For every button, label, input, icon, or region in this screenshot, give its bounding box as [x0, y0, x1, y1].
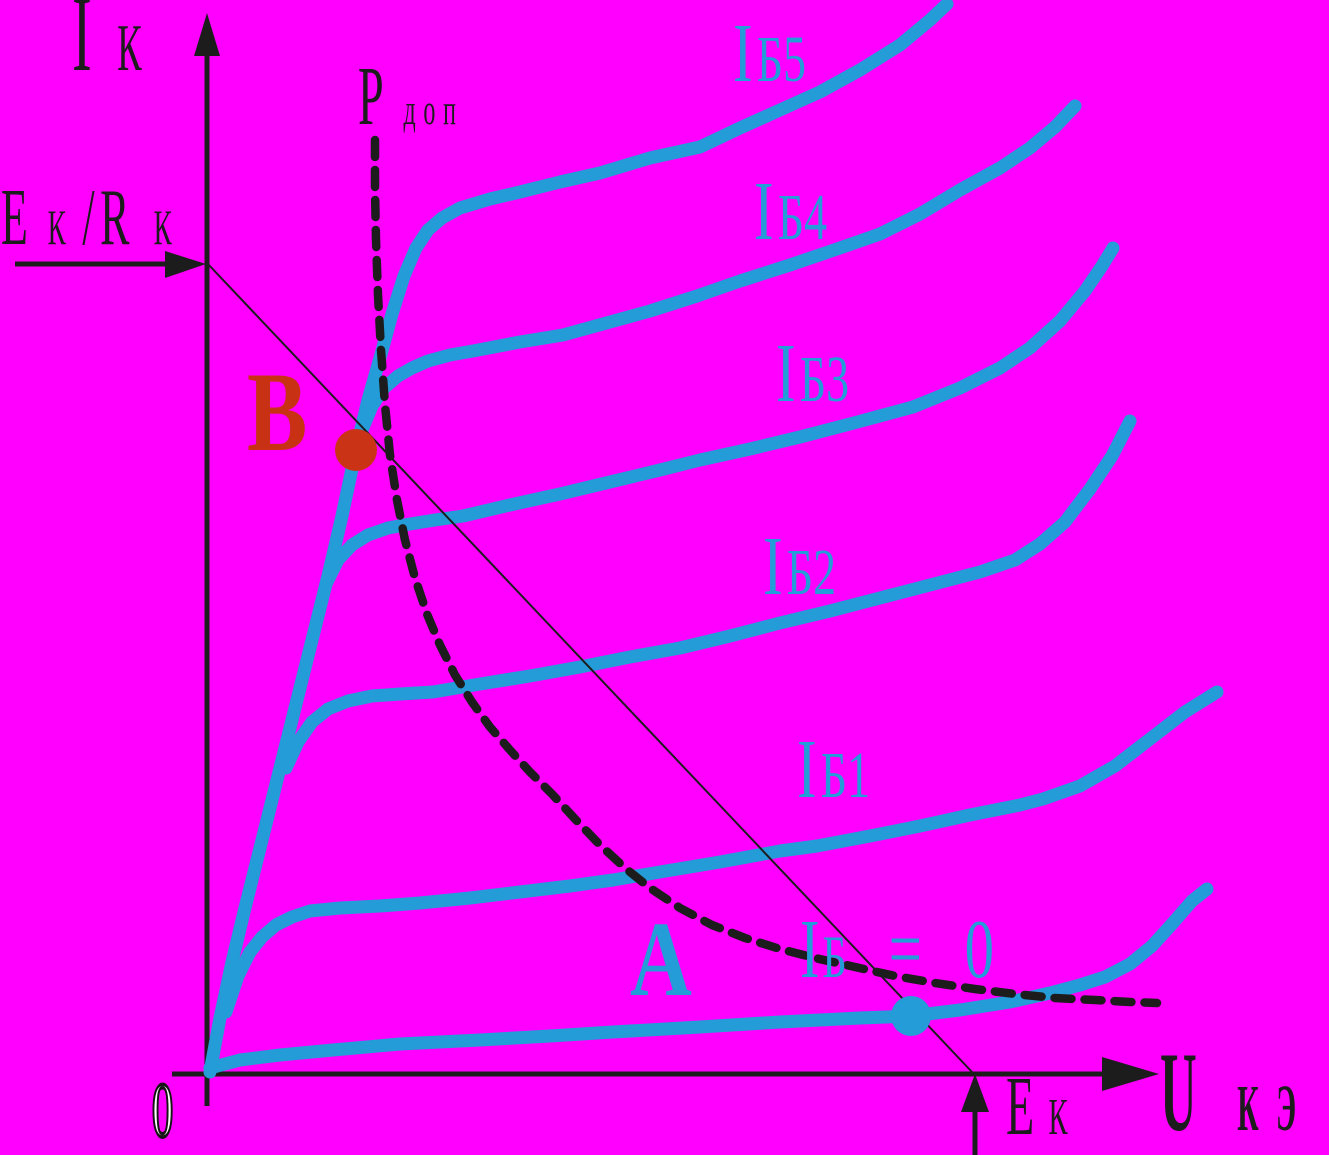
y-axis-label-main: I	[72, 0, 92, 94]
supply-level-arrowhead-icon	[165, 251, 206, 278]
power-limit-curve	[370, 135, 1162, 1008]
power-limit-label-main: P	[358, 50, 384, 143]
origin-label: 0	[151, 1067, 174, 1153]
x-axis-arrowhead-icon	[1102, 1057, 1159, 1091]
x-axis-label-sub: КЭ	[1237, 1073, 1314, 1145]
curve-label-ib4: IБ4	[754, 170, 827, 254]
curve-ib4	[345, 99, 1082, 471]
curve-ib2	[279, 414, 1137, 775]
curve-label-ib5-main: I	[733, 7, 753, 100]
axes	[15, 13, 1159, 1155]
curve-ib5-and-saturation-line	[203, 0, 954, 1079]
curve-label-ib2: IБ2	[763, 525, 836, 609]
curve-label-ib3-sub: Б3	[799, 344, 850, 416]
x-axis-label-main: U	[1160, 1030, 1197, 1155]
curve-ib3	[319, 241, 1120, 591]
curve-label-ib3-main: I	[776, 327, 796, 420]
point-b-dot	[335, 429, 377, 471]
power-limit-label-sub: доп	[403, 86, 464, 134]
supply-level-r: R	[100, 174, 130, 262]
ib-zero-label-sub: Б	[822, 924, 847, 991]
curve-ib1	[219, 685, 1224, 1019]
supply-level-slash: /	[82, 174, 95, 262]
supply-voltage-label-main: E	[1006, 1060, 1035, 1153]
curve-label-ib1: IБ1	[797, 728, 870, 812]
curve-label-ib3: IБ3	[776, 332, 849, 416]
curve-label-ib1-sub: Б1	[820, 740, 871, 812]
supply-level-e-sub: К	[47, 200, 66, 255]
curve-label-ib2-main: I	[763, 520, 783, 613]
supply-level-r-sub: К	[153, 200, 172, 255]
curve-label-ib5-sub: Б5	[756, 24, 807, 96]
x-axis-label: U КЭ	[1160, 1036, 1313, 1149]
curves-layer	[203, 0, 1224, 1079]
supply-voltage-label-sub: К	[1048, 1089, 1068, 1146]
curve-ib0	[203, 882, 1214, 1075]
point-a-dot	[891, 996, 931, 1036]
curve-label-ib4-main: I	[754, 165, 774, 258]
supply-level-label: E К/R К	[1, 178, 172, 258]
supply-voltage-marker-arrowhead-icon	[961, 1074, 989, 1112]
curve-label-ib1-main: I	[797, 723, 817, 816]
supply-level-e: E	[1, 174, 28, 262]
load-line	[206, 262, 973, 1073]
point-a-label: A	[630, 901, 692, 1019]
ib-zero-label-eq: = 0	[888, 903, 994, 996]
curve-label-ib2-sub: Б2	[786, 537, 837, 609]
curve-label-ib5: IБ5	[733, 12, 806, 96]
ib-zero-label-main: I	[800, 903, 820, 996]
y-axis-label-sub: К	[117, 11, 142, 85]
point-b-label: B	[247, 350, 308, 475]
curve-label-ib4-sub: Б4	[777, 182, 828, 254]
y-axis-arrowhead-icon	[194, 13, 220, 56]
ib-zero-label: IБ = 0	[800, 908, 994, 992]
